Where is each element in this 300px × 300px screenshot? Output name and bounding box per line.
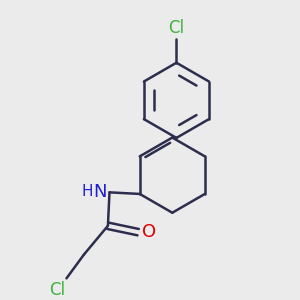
Text: Cl: Cl — [49, 281, 65, 299]
Text: Cl: Cl — [168, 19, 184, 37]
Text: O: O — [142, 223, 156, 241]
Text: H: H — [81, 184, 93, 199]
Text: N: N — [93, 183, 107, 201]
